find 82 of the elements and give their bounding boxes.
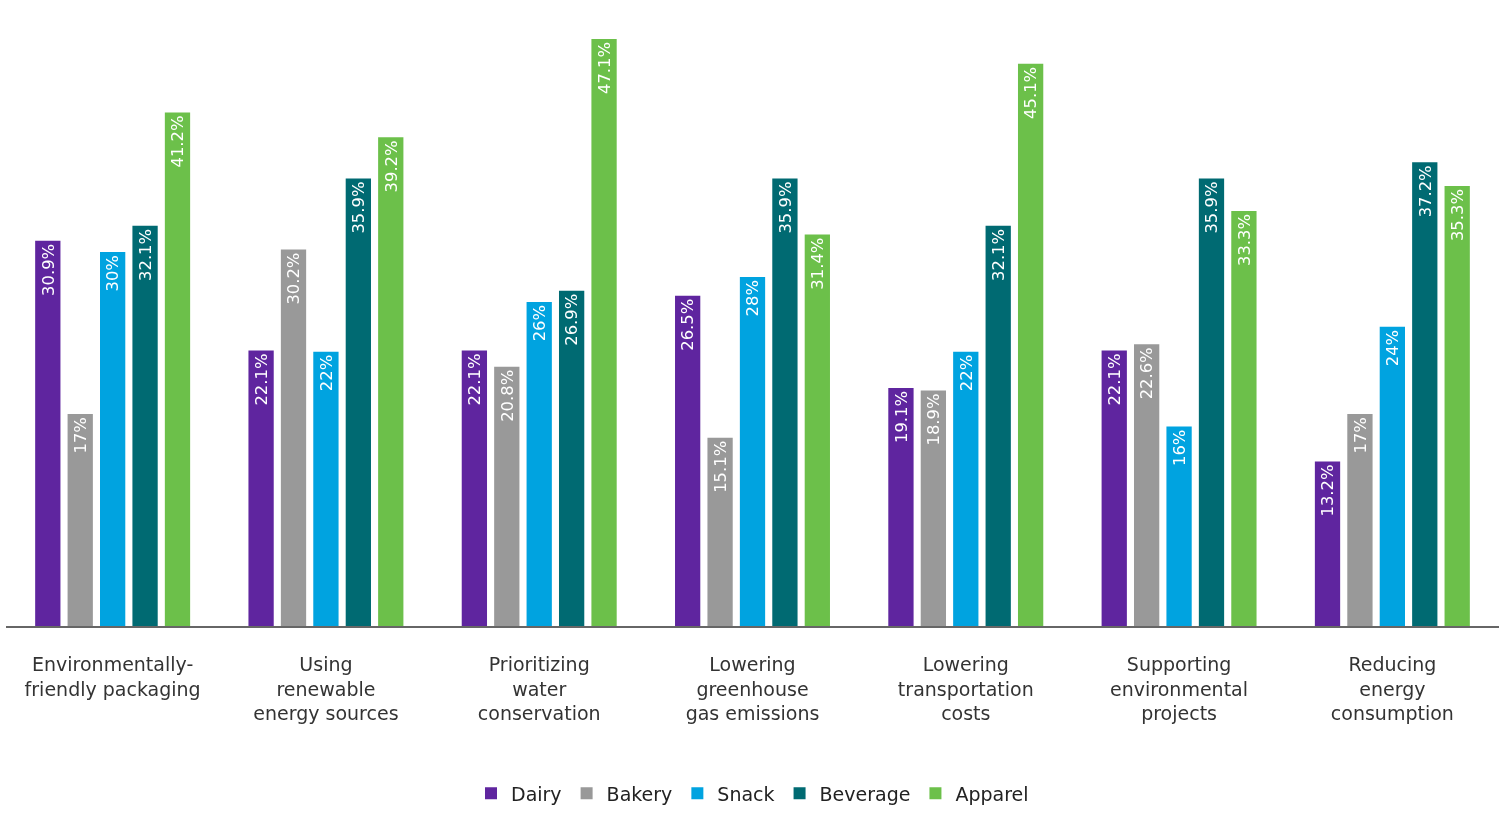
data-label: 18.9% xyxy=(924,393,944,446)
bar xyxy=(248,350,274,626)
data-label: 13.2% xyxy=(1318,464,1338,517)
data-label: 30.2% xyxy=(284,252,304,305)
data-label: 22.1% xyxy=(251,353,271,406)
data-label: 24% xyxy=(1383,329,1403,367)
bar xyxy=(920,390,947,626)
bar xyxy=(772,178,798,626)
bar xyxy=(707,437,733,626)
bar xyxy=(35,240,61,626)
bar xyxy=(313,351,339,626)
data-label: 22% xyxy=(956,354,976,392)
legend-label: Beverage xyxy=(819,782,911,805)
data-label: 22% xyxy=(316,354,336,392)
bar xyxy=(675,295,701,626)
bar xyxy=(1379,326,1405,626)
data-label: 26% xyxy=(530,304,549,342)
data-label: 30% xyxy=(103,255,123,292)
data-label: 20.8% xyxy=(497,369,517,422)
bar xyxy=(1198,178,1225,626)
bar xyxy=(953,351,979,626)
bar xyxy=(1101,350,1127,626)
data-label: 32.1% xyxy=(135,228,155,281)
bar xyxy=(985,225,1011,626)
legend-label: Apparel xyxy=(955,782,1029,805)
legend-label: Dairy xyxy=(511,782,562,805)
x-tick-label: Supporting environmental projects xyxy=(1110,652,1249,725)
data-label: 22.6% xyxy=(1137,347,1157,400)
x-tick-label: Prioritizing water conservation xyxy=(477,652,601,725)
data-label: 17% xyxy=(1350,417,1370,454)
data-label: 16% xyxy=(1169,429,1189,466)
data-label: 26.5% xyxy=(678,298,698,351)
bar xyxy=(1314,461,1341,626)
data-label: 45.1% xyxy=(1021,66,1041,119)
bar xyxy=(558,290,585,626)
bar xyxy=(164,112,191,626)
bar xyxy=(804,234,830,626)
x-tick-label: Using renewable energy sources xyxy=(253,652,399,725)
bar xyxy=(100,252,126,626)
data-label: 35.9% xyxy=(1202,181,1222,234)
legend-label: Bakery xyxy=(606,782,673,805)
bar xyxy=(1444,185,1470,626)
bar xyxy=(526,301,552,626)
data-label: 39.2% xyxy=(381,140,401,193)
data-label: 26.9% xyxy=(562,293,582,346)
data-label: 31.4% xyxy=(808,237,828,290)
bar xyxy=(739,276,766,626)
bar xyxy=(1347,414,1373,626)
data-label: 22.1% xyxy=(1105,353,1125,406)
data-label: 32.1% xyxy=(988,228,1008,281)
bar xyxy=(1166,426,1192,626)
data-label: 35.9% xyxy=(349,181,369,234)
bar xyxy=(591,38,617,626)
x-tick-label: Reducing energy consumption xyxy=(1330,652,1454,725)
data-label: 17% xyxy=(71,417,91,454)
bar xyxy=(1412,162,1438,626)
data-label: 47.1% xyxy=(594,41,614,94)
data-label: 37.2% xyxy=(1415,165,1435,218)
bar xyxy=(345,178,371,626)
data-label: 22.1% xyxy=(465,353,485,406)
legend-label: Snack xyxy=(717,782,775,805)
data-label: 28% xyxy=(743,279,763,317)
bar xyxy=(888,387,914,626)
bar xyxy=(67,414,93,626)
bar xyxy=(132,225,158,626)
x-tick-label: Lowering transportation costs xyxy=(897,652,1034,725)
x-tick-label: Lowering greenhouse gas emissions xyxy=(685,652,820,725)
x-tick-label: Environmentally- friendly packaging xyxy=(24,652,201,700)
data-label: 15.1% xyxy=(710,440,730,493)
bar xyxy=(378,137,404,626)
bar xyxy=(1134,344,1160,626)
data-label: 35.9% xyxy=(775,181,795,234)
data-label: 41.2% xyxy=(168,115,188,168)
bar xyxy=(1231,210,1257,626)
bar xyxy=(1017,63,1044,626)
data-label: 30.9% xyxy=(38,243,58,296)
bar xyxy=(280,249,307,626)
data-label: 33.3% xyxy=(1234,213,1254,266)
bar xyxy=(461,350,488,626)
bar xyxy=(494,366,520,626)
data-label: 19.1% xyxy=(891,390,911,443)
data-label: 35.3% xyxy=(1447,189,1467,242)
